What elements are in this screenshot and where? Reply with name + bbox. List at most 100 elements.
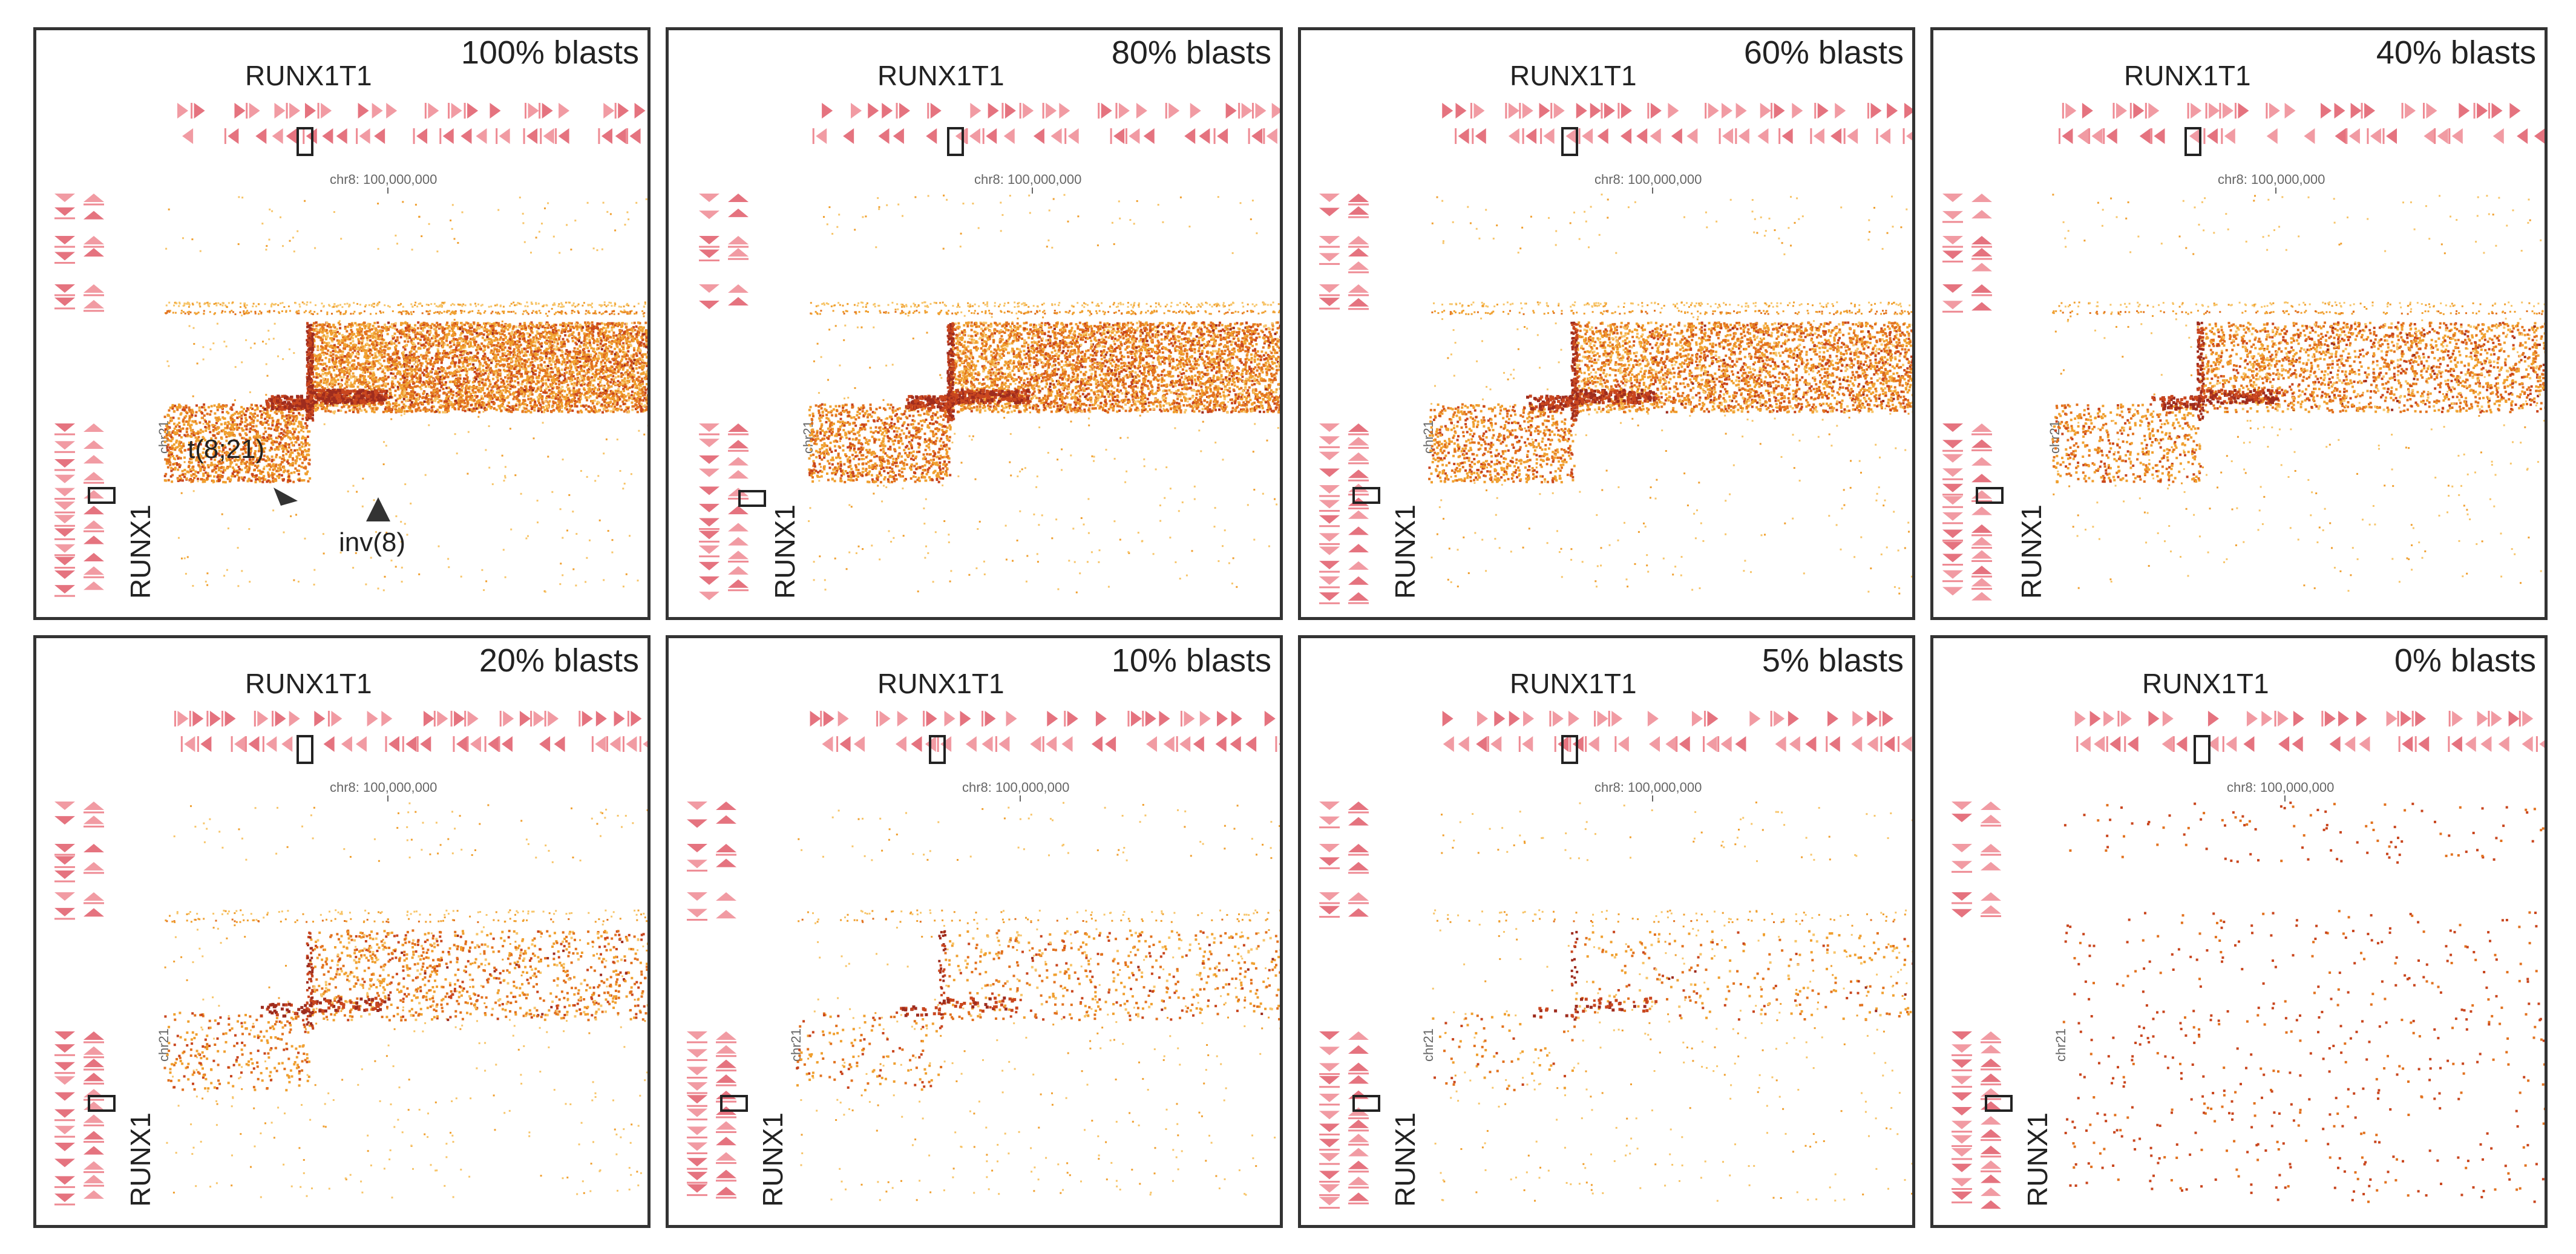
contact-cell	[339, 363, 342, 365]
contact-cell	[451, 204, 454, 206]
contact-cell	[572, 394, 575, 397]
contact-cell	[403, 407, 406, 410]
gene-arrow-icon	[54, 570, 75, 579]
contact-cell	[613, 371, 616, 374]
contact-cell	[445, 356, 448, 358]
contact-cell	[538, 371, 541, 374]
contact-cell	[370, 328, 373, 331]
contact-cell	[576, 362, 579, 365]
contact-cell	[598, 409, 601, 412]
contact-cell	[485, 367, 488, 369]
contact-cell	[457, 380, 460, 384]
contact-cell	[598, 376, 601, 379]
contact-cell	[351, 359, 354, 362]
contact-cell	[622, 348, 625, 351]
contact-cell	[395, 364, 398, 367]
contact-cell	[434, 330, 438, 333]
contact-cell	[596, 344, 599, 347]
contact-cell	[309, 301, 312, 304]
contact-cell	[606, 326, 609, 329]
contact-cell	[574, 400, 577, 402]
contact-cell	[554, 328, 556, 331]
contact-cell	[205, 580, 207, 583]
contact-cell	[175, 302, 177, 305]
contact-cell	[334, 332, 337, 335]
contact-cell	[532, 354, 535, 358]
contact-cell	[490, 312, 493, 315]
contact-cell	[623, 399, 626, 402]
contact-cell	[596, 359, 599, 362]
contact-cell	[510, 351, 513, 354]
contact-cell	[221, 312, 223, 314]
contact-cell	[637, 302, 640, 305]
contact-cell	[437, 358, 440, 361]
contact-cell	[240, 302, 242, 304]
contact-cell	[499, 364, 502, 367]
contact-cell	[483, 327, 487, 329]
contact-cell	[400, 387, 403, 390]
contact-cell	[464, 324, 467, 327]
contact-cell	[617, 389, 620, 392]
contact-cell	[412, 368, 415, 371]
contact-cell	[401, 566, 403, 569]
contact-cell	[424, 410, 427, 413]
contact-cell	[531, 393, 534, 396]
contact-cell	[606, 390, 609, 392]
gene-arrow-icon	[543, 128, 554, 144]
contact-cell	[626, 328, 629, 331]
contact-cell	[462, 365, 465, 368]
contact-cell	[391, 376, 394, 379]
contact-cell	[638, 387, 640, 390]
contact-cell	[551, 335, 554, 338]
contact-cell	[587, 325, 590, 328]
contact-cell	[632, 405, 635, 408]
contact-cell	[517, 340, 520, 343]
contact-cell	[372, 324, 375, 327]
contact-cell	[474, 367, 477, 370]
contact-cell	[367, 357, 370, 359]
contact-cell	[618, 391, 621, 394]
contact-cell	[479, 347, 482, 350]
contact-cell	[316, 362, 320, 365]
contact-cell	[607, 322, 610, 325]
contact-cell	[621, 358, 623, 361]
contact-cell	[560, 390, 563, 393]
contact-cell	[577, 303, 580, 305]
contact-cell	[329, 330, 332, 333]
contact-cell	[327, 341, 330, 344]
contact-cell	[600, 384, 603, 387]
contact-cell	[522, 367, 525, 370]
contact-cell	[526, 305, 529, 307]
contact-cell	[451, 403, 454, 406]
contact-cell	[436, 351, 439, 354]
contact-cell	[578, 326, 582, 329]
contact-cell	[290, 515, 292, 517]
contact-cell	[497, 209, 500, 211]
contact-cell	[241, 315, 243, 316]
gene-arrow-icon	[601, 128, 612, 144]
contact-cell	[637, 371, 640, 374]
contact-cell	[474, 376, 477, 379]
contact-cell	[440, 399, 443, 402]
contact-cell	[503, 359, 506, 362]
contact-cell	[647, 406, 649, 408]
contact-cell	[405, 378, 408, 381]
contact-cell	[553, 323, 556, 326]
contact-cell	[583, 405, 586, 408]
contact-cell	[166, 310, 169, 312]
contact-cell	[585, 338, 588, 341]
gene-arrow-icon	[84, 552, 104, 561]
contact-cell	[605, 375, 608, 378]
contact-cell	[548, 400, 551, 403]
contact-cell	[583, 365, 586, 368]
contact-cell	[604, 331, 607, 334]
contact-cell	[441, 326, 444, 329]
contact-cell	[316, 376, 320, 379]
contact-cell	[526, 332, 529, 335]
contact-cell	[569, 329, 572, 332]
contact-cell	[554, 382, 557, 385]
contact-cell	[451, 227, 453, 230]
contact-cell	[451, 330, 454, 332]
contact-cell	[305, 310, 307, 312]
contact-cell	[640, 344, 643, 347]
